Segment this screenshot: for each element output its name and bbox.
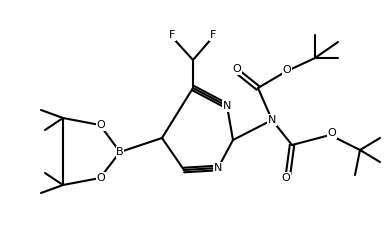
Text: O: O — [96, 173, 105, 183]
Text: O: O — [328, 128, 336, 138]
Text: F: F — [210, 30, 216, 40]
Text: N: N — [214, 163, 222, 173]
Text: O: O — [283, 65, 291, 75]
Text: B: B — [116, 147, 124, 157]
Text: O: O — [233, 64, 241, 74]
Text: N: N — [223, 101, 231, 111]
Text: F: F — [169, 30, 175, 40]
Text: O: O — [282, 173, 290, 183]
Text: N: N — [268, 115, 276, 125]
Text: O: O — [96, 120, 105, 130]
